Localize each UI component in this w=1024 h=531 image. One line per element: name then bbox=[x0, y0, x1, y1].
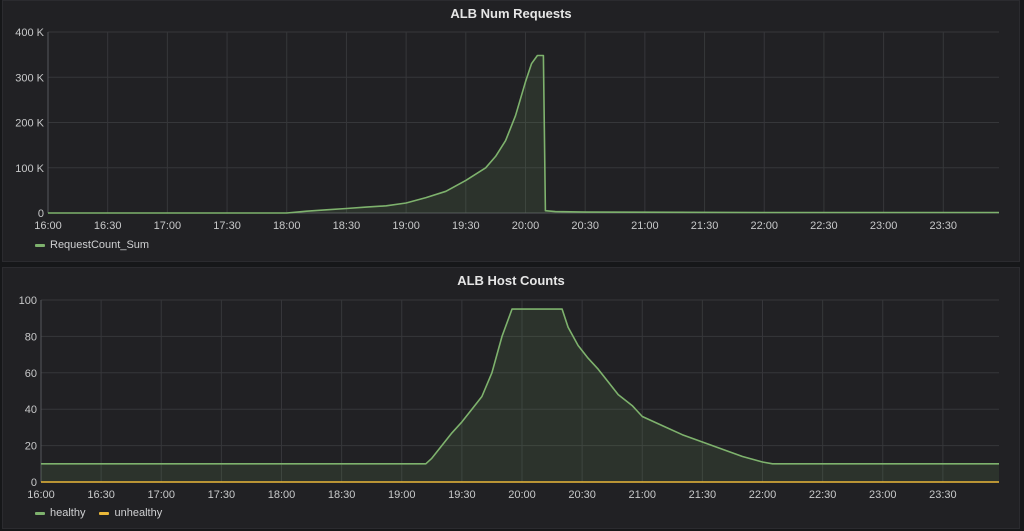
legend-item-requestcount[interactable]: RequestCount_Sum bbox=[35, 239, 149, 251]
legend: healthy unhealthy bbox=[35, 507, 162, 519]
legend: RequestCount_Sum bbox=[35, 239, 149, 251]
y-tick-label: 200 K bbox=[15, 118, 44, 130]
y-tick-label: 0 bbox=[31, 477, 37, 489]
x-tick-label: 21:00 bbox=[631, 220, 659, 232]
series-area bbox=[48, 55, 999, 213]
x-tick-label: 16:00 bbox=[27, 489, 55, 501]
x-tick-label: 20:00 bbox=[508, 489, 536, 501]
x-tick-label: 21:00 bbox=[628, 489, 656, 501]
hosts-panel: ALB Host Counts 0 20 40 60 80 100 16:00 16:30 17… bbox=[2, 267, 1020, 529]
legend-item-healthy[interactable]: healthy bbox=[35, 507, 85, 519]
x-tick-label: 19:00 bbox=[388, 489, 416, 501]
x-tick-label: 16:00 bbox=[34, 220, 62, 232]
x-tick-label: 17:30 bbox=[213, 220, 241, 232]
legend-label: unhealthy bbox=[114, 507, 163, 519]
x-tick-label: 22:30 bbox=[809, 489, 837, 501]
x-tick-label: 23:00 bbox=[870, 220, 898, 232]
x-tick-label: 19:30 bbox=[448, 489, 476, 501]
x-tick-label: 23:00 bbox=[869, 489, 897, 501]
x-tick-label: 17:30 bbox=[208, 489, 236, 501]
legend-swatch bbox=[99, 511, 110, 515]
x-tick-label: 23:30 bbox=[930, 220, 958, 232]
x-tick-label: 22:30 bbox=[810, 220, 838, 232]
requests-panel: ALB Num Requests 0 100 K 200 K 300 K 400 K 16… bbox=[2, 0, 1020, 262]
panel-title: ALB Num Requests bbox=[450, 6, 572, 21]
legend-item-unhealthy[interactable]: unhealthy bbox=[99, 507, 162, 519]
x-tick-label: 19:00 bbox=[392, 220, 420, 232]
y-tick-label: 100 K bbox=[15, 163, 44, 175]
x-tick-label: 21:30 bbox=[691, 220, 719, 232]
x-tick-label: 17:00 bbox=[147, 489, 175, 501]
legend-label: healthy bbox=[50, 507, 86, 519]
panel-title: ALB Host Counts bbox=[457, 273, 565, 288]
y-tick-label: 40 bbox=[25, 404, 37, 416]
series-line-requestcount-sum[interactable] bbox=[48, 54, 999, 214]
x-tick-label: 22:00 bbox=[749, 489, 777, 501]
y-tick-label: 20 bbox=[25, 441, 37, 453]
x-tick-label: 22:00 bbox=[750, 220, 778, 232]
series-area bbox=[41, 309, 999, 482]
y-tick-label: 0 bbox=[38, 208, 44, 220]
legend-label: RequestCount_Sum bbox=[50, 239, 150, 251]
x-tick-label: 23:30 bbox=[929, 489, 957, 501]
x-tick-label: 20:00 bbox=[512, 220, 540, 232]
x-tick-label: 21:30 bbox=[689, 489, 717, 501]
y-tick-label: 100 bbox=[19, 295, 37, 307]
series-line-healthy[interactable] bbox=[41, 308, 999, 465]
x-tick-label: 18:30 bbox=[333, 220, 361, 232]
legend-swatch bbox=[35, 243, 45, 247]
y-tick-label: 80 bbox=[25, 331, 37, 343]
x-tick-label: 20:30 bbox=[568, 489, 596, 501]
y-tick-label: 60 bbox=[25, 368, 37, 380]
legend-swatch bbox=[35, 511, 45, 515]
x-tick-label: 16:30 bbox=[94, 220, 122, 232]
x-tick-label: 18:30 bbox=[328, 489, 356, 501]
x-tick-label: 19:30 bbox=[452, 220, 480, 232]
x-tick-label: 18:00 bbox=[268, 489, 296, 501]
y-tick-label: 400 K bbox=[15, 27, 44, 39]
x-tick-label: 18:00 bbox=[273, 220, 301, 232]
y-tick-label: 300 K bbox=[15, 72, 44, 84]
requests-chart: 0 100 K 200 K 300 K 400 K 16:00 16:30 17:00 17:3… bbox=[15, 27, 999, 232]
x-tick-label: 20:30 bbox=[571, 220, 599, 232]
hosts-chart: 0 20 40 60 80 100 16:00 16:30 17:00 17:30 18:00 18:… bbox=[19, 295, 999, 501]
x-tick-label: 16:30 bbox=[87, 489, 115, 501]
x-tick-label: 17:00 bbox=[154, 220, 182, 232]
